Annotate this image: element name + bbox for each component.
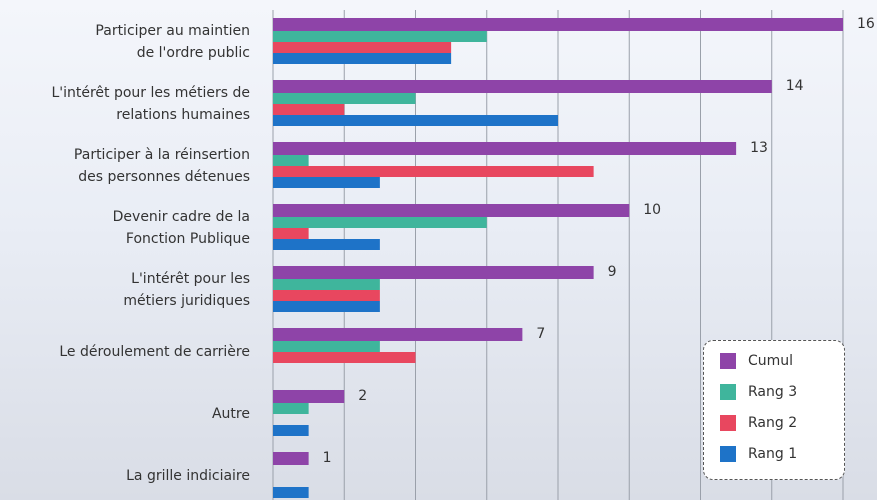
bar <box>273 115 558 126</box>
legend-swatch <box>720 415 736 431</box>
category-label: L'intérêt pour les métiers juridiques <box>123 271 250 309</box>
legend-item: Cumul <box>720 353 793 369</box>
legend-swatch <box>720 446 736 462</box>
category-label: La grille indiciaire <box>126 468 250 484</box>
bar <box>273 266 594 279</box>
bar <box>273 403 309 414</box>
bar <box>273 279 380 290</box>
bar <box>273 425 309 436</box>
legend-label: Cumul <box>748 353 794 369</box>
bar <box>273 155 309 166</box>
bar <box>273 341 380 352</box>
data-label: 14 <box>786 78 804 94</box>
bar <box>273 352 416 363</box>
bar <box>273 204 630 217</box>
data-label: 2 <box>358 388 367 404</box>
bar <box>273 239 380 250</box>
bar <box>273 487 309 498</box>
category-label: L'intérêt pour les métiers de relations … <box>51 85 250 123</box>
legend-item: Rang 2 <box>720 415 797 431</box>
bar <box>273 104 345 115</box>
legend: Cumul Rang 3 Rang 2 Rang 1 <box>703 340 845 480</box>
bar <box>273 452 309 465</box>
legend-item: Rang 3 <box>720 384 797 400</box>
bar <box>273 217 487 228</box>
category-label: Devenir cadre de la Fonction Publique <box>112 209 250 247</box>
bar <box>273 166 594 177</box>
bar <box>273 53 452 64</box>
bar <box>273 42 452 53</box>
bar <box>273 290 380 301</box>
bar <box>273 301 380 312</box>
legend-swatch <box>720 353 736 369</box>
data-label: 10 <box>643 202 661 218</box>
category-label: Participer au maintien de l'ordre public <box>95 23 250 61</box>
bar <box>273 390 345 403</box>
category-label: Autre <box>211 406 250 422</box>
legend-item: Rang 1 <box>720 446 797 462</box>
data-label: 9 <box>608 264 617 280</box>
bar <box>273 142 737 155</box>
legend-label: Rang 3 <box>748 384 798 400</box>
category-label: Le déroulement de carrière <box>59 344 250 360</box>
data-label: 16 <box>857 16 875 32</box>
bar <box>273 18 843 31</box>
legend-swatch <box>720 384 736 400</box>
legend-label: Rang 2 <box>748 415 798 431</box>
bar <box>273 31 487 42</box>
data-label: 13 <box>750 140 768 156</box>
bar <box>273 228 309 239</box>
bar <box>273 177 380 188</box>
data-label: 7 <box>536 326 545 342</box>
bar <box>273 80 772 93</box>
bar <box>273 93 416 104</box>
bar <box>273 328 523 341</box>
data-label: 1 <box>323 450 332 466</box>
legend-label: Rang 1 <box>748 446 798 462</box>
category-label: Participer à la réinsertion des personne… <box>73 147 250 185</box>
